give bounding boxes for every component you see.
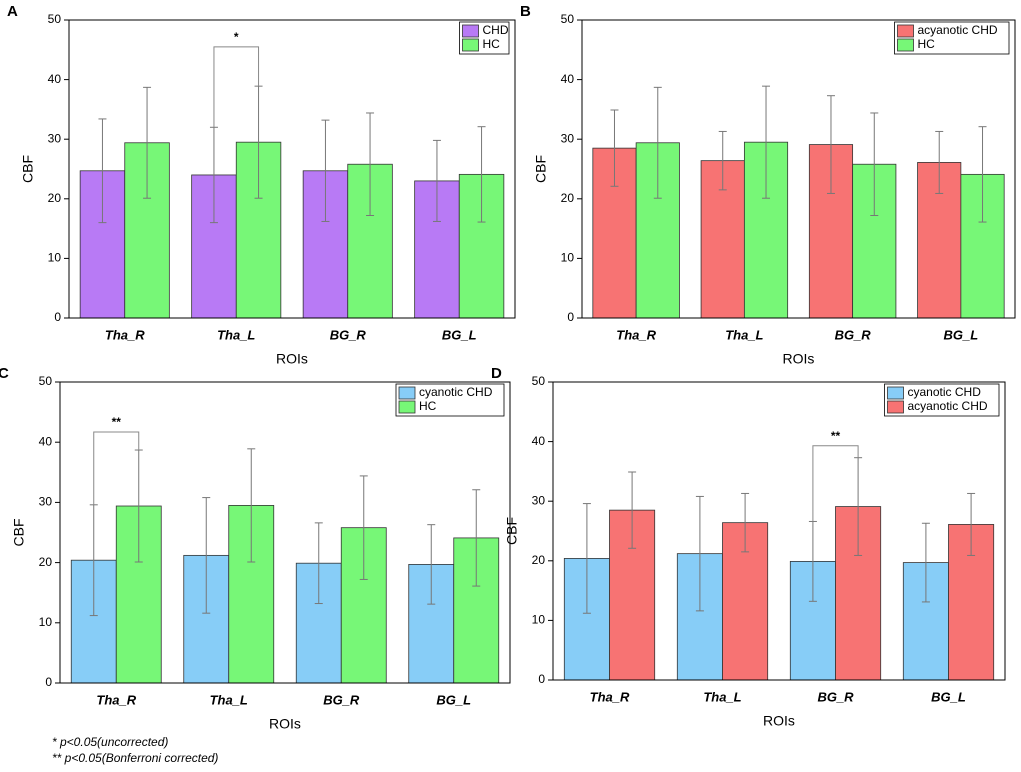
x-tick-label: BG_R — [835, 327, 872, 342]
y-axis-title: CBF — [533, 155, 549, 183]
x-tick-label: BG_L — [944, 327, 979, 342]
y-tick-label: 10 — [561, 251, 575, 265]
x-tick-label: BG_R — [817, 689, 854, 704]
legend-label: HC — [419, 399, 437, 413]
significance-label: ** — [831, 429, 841, 443]
footnote: ** p<0.05(Bonferroni corrected) — [52, 751, 218, 765]
footnote: * p<0.05(uncorrected) — [52, 735, 168, 749]
y-tick-label: 40 — [532, 434, 546, 448]
y-tick-label: 10 — [39, 615, 53, 629]
legend-swatch — [897, 38, 914, 52]
panel-label: A — [7, 3, 18, 20]
panel-label: C — [0, 365, 9, 382]
y-tick-label: 30 — [532, 493, 546, 507]
plot-frame — [59, 381, 511, 684]
x-tick-label: BG_L — [442, 327, 477, 342]
x-tick-label: BG_L — [436, 692, 471, 707]
legend-label: acyanotic CHD — [908, 399, 988, 413]
x-axis-title: ROIs — [783, 351, 815, 367]
legend-label: CHD — [483, 23, 509, 37]
legend-label: cyanotic CHD — [419, 385, 493, 399]
x-tick-label: Tha_R — [616, 327, 656, 342]
panel-label: B — [520, 3, 531, 20]
y-tick-label: 50 — [532, 374, 546, 388]
y-tick-label: 50 — [561, 12, 575, 26]
y-tick-label: 30 — [48, 131, 62, 145]
y-tick-label: 40 — [561, 72, 575, 86]
x-tick-label: Tha_R — [590, 689, 630, 704]
significance-label: * — [234, 30, 239, 44]
legend-swatch — [897, 24, 914, 38]
significance-bracket — [812, 445, 859, 522]
legend-label: HC — [483, 37, 501, 51]
x-tick-label: Tha_L — [210, 692, 248, 707]
legend-swatch — [398, 400, 416, 414]
legend-swatch — [462, 38, 479, 52]
y-tick-label: 20 — [48, 191, 62, 205]
legend-label: cyanotic CHD — [908, 385, 982, 399]
x-tick-label: BG_R — [330, 327, 367, 342]
y-tick-label: 20 — [561, 191, 575, 205]
y-tick-label: 0 — [45, 675, 52, 689]
y-axis-title: CBF — [11, 519, 27, 547]
y-tick-label: 0 — [54, 310, 61, 324]
y-axis-title: CBF — [20, 155, 36, 183]
legend-swatch — [398, 386, 416, 400]
x-tick-label: Tha_R — [96, 692, 136, 707]
y-tick-label: 20 — [39, 555, 53, 569]
y-tick-label: 10 — [48, 251, 62, 265]
x-axis-title: ROIs — [763, 713, 795, 729]
plot-frame — [68, 19, 516, 319]
y-tick-label: 40 — [48, 72, 62, 86]
x-axis-title: ROIs — [276, 351, 308, 367]
y-tick-label: 0 — [567, 310, 574, 324]
y-tick-label: 30 — [561, 131, 575, 145]
x-tick-label: BG_L — [931, 689, 966, 704]
x-tick-label: Tha_R — [105, 327, 145, 342]
y-tick-label: 40 — [39, 434, 53, 448]
panel-label: D — [491, 365, 502, 382]
plot-frame — [552, 381, 1006, 681]
legend-swatch — [887, 400, 904, 414]
x-tick-label: Tha_L — [217, 327, 255, 342]
x-tick-label: Tha_L — [725, 327, 763, 342]
significance-bracket — [93, 431, 140, 505]
y-tick-label: 20 — [532, 553, 546, 567]
plot-frame — [581, 19, 1016, 319]
legend-label: HC — [918, 37, 936, 51]
x-tick-label: BG_R — [323, 692, 360, 707]
y-tick-label: 30 — [39, 495, 53, 509]
y-tick-label: 50 — [48, 12, 62, 26]
legend-label: acyanotic CHD — [918, 23, 998, 37]
significance-label: ** — [112, 415, 122, 429]
legend-swatch — [887, 386, 904, 400]
y-tick-label: 0 — [538, 672, 545, 686]
y-tick-label: 50 — [39, 374, 53, 388]
y-tick-label: 10 — [532, 613, 546, 627]
x-axis-title: ROIs — [269, 716, 301, 732]
y-axis-title: CBF — [504, 517, 520, 545]
legend-swatch — [462, 24, 479, 38]
x-tick-label: Tha_L — [703, 689, 741, 704]
significance-bracket — [213, 46, 260, 128]
